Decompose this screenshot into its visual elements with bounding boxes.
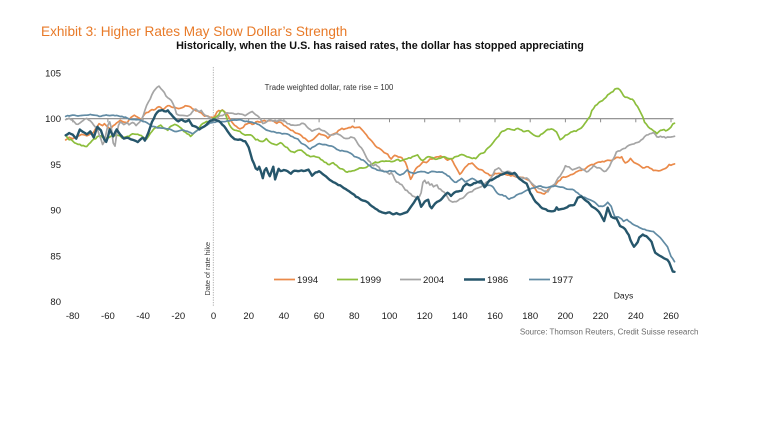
svg-text:Date of rate hike: Date of rate hike — [203, 242, 212, 296]
svg-text:1994: 1994 — [297, 275, 318, 286]
svg-text:-80: -80 — [66, 311, 80, 322]
svg-text:200: 200 — [557, 311, 573, 322]
svg-text:100: 100 — [45, 114, 61, 125]
svg-text:20: 20 — [243, 311, 254, 322]
svg-text:240: 240 — [628, 311, 644, 322]
svg-text:40: 40 — [279, 311, 290, 322]
svg-text:1977: 1977 — [552, 275, 573, 286]
svg-text:120: 120 — [417, 311, 433, 322]
svg-text:60: 60 — [314, 311, 325, 322]
svg-text:95: 95 — [50, 160, 61, 171]
svg-text:Trade weighted dollar, rate ri: Trade weighted dollar, rate rise = 100 — [265, 83, 394, 92]
svg-text:80: 80 — [50, 297, 61, 308]
svg-text:160: 160 — [487, 311, 503, 322]
svg-text:1986: 1986 — [487, 275, 508, 286]
svg-text:2004: 2004 — [423, 275, 444, 286]
svg-text:-60: -60 — [101, 311, 115, 322]
svg-text:140: 140 — [452, 311, 468, 322]
svg-text:1999: 1999 — [360, 275, 381, 286]
svg-text:Days: Days — [614, 291, 634, 301]
svg-text:260: 260 — [663, 311, 679, 322]
svg-text:Source: Thomson Reuters, Credi: Source: Thomson Reuters, Credit Suisse r… — [520, 328, 699, 337]
svg-text:180: 180 — [522, 311, 538, 322]
svg-text:80: 80 — [349, 311, 360, 322]
svg-text:100: 100 — [382, 311, 398, 322]
svg-text:Historically, when the U.S. ha: Historically, when the U.S. has raised r… — [176, 40, 584, 52]
svg-text:90: 90 — [50, 206, 61, 217]
svg-text:220: 220 — [593, 311, 609, 322]
svg-text:-20: -20 — [171, 311, 185, 322]
svg-text:105: 105 — [45, 68, 61, 79]
svg-text:-40: -40 — [136, 311, 150, 322]
svg-text:85: 85 — [50, 251, 61, 262]
svg-text:0: 0 — [211, 311, 216, 322]
svg-text:Exhibit 3: Higher Rates May Sl: Exhibit 3: Higher Rates May Slow Dollar’… — [41, 24, 347, 39]
